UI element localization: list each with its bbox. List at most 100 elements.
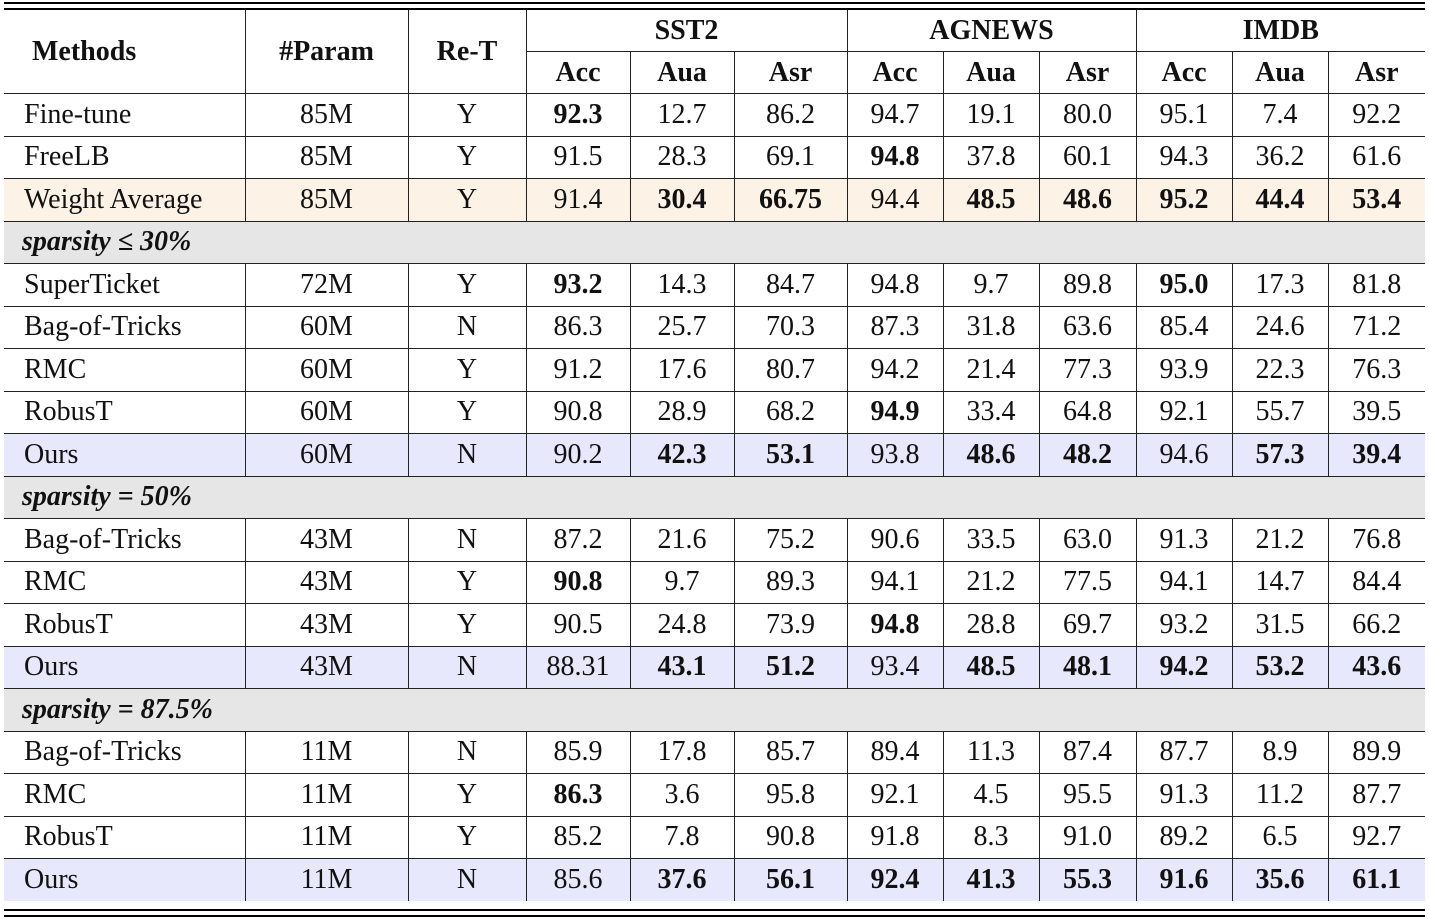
header-ret: Re-T xyxy=(407,10,527,94)
value-cell: 91.6 xyxy=(1135,858,1233,901)
param-cell: 11M xyxy=(244,773,409,817)
value-cell: 48.5 xyxy=(942,645,1040,689)
header-metric: Aua xyxy=(1231,51,1329,94)
value-cell: 9.7 xyxy=(629,560,735,604)
table-row-ours: Ours 60M N 90.2 42.3 53.1 93.8 48.6 48.2… xyxy=(4,433,1426,477)
header-dataset-sst2: SST2 xyxy=(525,10,848,52)
value-cell: 93.2 xyxy=(1135,603,1233,647)
value-cell: 94.6 xyxy=(1135,433,1233,477)
table-row-ours: Ours 43M N 88.31 43.1 51.2 93.4 48.5 48.… xyxy=(4,645,1426,689)
value-cell: 55.7 xyxy=(1231,390,1329,434)
section-label: sparsity ≤ 30% xyxy=(4,220,1426,264)
table-row-ours: Ours 11M N 85.6 37.6 56.1 92.4 41.3 55.3… xyxy=(4,858,1426,901)
value-cell: 94.8 xyxy=(846,135,944,179)
value-cell: 91.5 xyxy=(525,135,631,179)
section-header-row: sparsity = 50% xyxy=(4,475,1426,519)
ret-cell: Y xyxy=(407,178,527,222)
value-cell: 80.0 xyxy=(1038,93,1137,137)
table-row: Bag-of-Tricks 60M N 86.3 25.7 70.3 87.3 … xyxy=(4,305,1426,349)
table-row: RobusT 11M Y 85.2 7.8 90.8 91.8 8.3 91.0… xyxy=(4,815,1426,859)
value-cell: 85.6 xyxy=(525,858,631,901)
value-cell: 53.4 xyxy=(1327,178,1426,222)
value-cell: 9.7 xyxy=(942,263,1040,307)
value-cell: 43.6 xyxy=(1327,645,1426,689)
value-cell: 94.1 xyxy=(1135,560,1233,604)
param-cell: 60M xyxy=(244,433,409,477)
method-cell: Ours xyxy=(4,433,246,477)
value-cell: 70.3 xyxy=(733,305,848,349)
section-label: sparsity = 50% xyxy=(4,475,1426,519)
param-cell: 11M xyxy=(244,815,409,859)
value-cell: 77.5 xyxy=(1038,560,1137,604)
value-cell: 81.8 xyxy=(1327,263,1426,307)
method-cell: Fine-tune xyxy=(4,93,246,137)
method-cell: FreeLB xyxy=(4,135,246,179)
value-cell: 48.6 xyxy=(1038,178,1137,222)
value-cell: 41.3 xyxy=(942,858,1040,901)
value-cell: 92.1 xyxy=(846,773,944,817)
value-cell: 92.2 xyxy=(1327,93,1426,137)
value-cell: 87.7 xyxy=(1327,773,1426,817)
value-cell: 86.3 xyxy=(525,305,631,349)
value-cell: 91.2 xyxy=(525,348,631,392)
value-cell: 92.3 xyxy=(525,93,631,137)
value-cell: 92.1 xyxy=(1135,390,1233,434)
value-cell: 93.4 xyxy=(846,645,944,689)
value-cell: 8.3 xyxy=(942,815,1040,859)
table-row: SuperTicket 72M Y 93.2 14.3 84.7 94.8 9.… xyxy=(4,263,1426,307)
value-cell: 61.6 xyxy=(1327,135,1426,179)
value-cell: 91.3 xyxy=(1135,773,1233,817)
param-cell: 60M xyxy=(244,348,409,392)
value-cell: 48.6 xyxy=(942,433,1040,477)
method-cell: Bag-of-Tricks xyxy=(4,730,246,774)
value-cell: 94.8 xyxy=(846,263,944,307)
value-cell: 91.0 xyxy=(1038,815,1137,859)
param-cell: 60M xyxy=(244,390,409,434)
value-cell: 92.4 xyxy=(846,858,944,901)
value-cell: 94.7 xyxy=(846,93,944,137)
value-cell: 80.7 xyxy=(733,348,848,392)
value-cell: 94.4 xyxy=(846,178,944,222)
value-cell: 86.2 xyxy=(733,93,848,137)
param-cell: 72M xyxy=(244,263,409,307)
value-cell: 33.4 xyxy=(942,390,1040,434)
value-cell: 63.0 xyxy=(1038,518,1137,562)
header-metric: Asr xyxy=(1327,51,1426,94)
value-cell: 57.3 xyxy=(1231,433,1329,477)
value-cell: 90.8 xyxy=(733,815,848,859)
table-row: RobusT 43M Y 90.5 24.8 73.9 94.8 28.8 69… xyxy=(4,603,1426,647)
value-cell: 90.2 xyxy=(525,433,631,477)
value-cell: 51.2 xyxy=(733,645,848,689)
value-cell: 21.4 xyxy=(942,348,1040,392)
value-cell: 89.2 xyxy=(1135,815,1233,859)
header-metric: Aua xyxy=(942,51,1040,94)
value-cell: 95.0 xyxy=(1135,263,1233,307)
value-cell: 87.7 xyxy=(1135,730,1233,774)
value-cell: 89.8 xyxy=(1038,263,1137,307)
section-header-row: sparsity ≤ 30% xyxy=(4,220,1426,264)
value-cell: 94.8 xyxy=(846,603,944,647)
param-cell: 11M xyxy=(244,858,409,901)
bottom-rule xyxy=(4,909,1425,911)
ret-cell: Y xyxy=(407,93,527,137)
value-cell: 55.3 xyxy=(1038,858,1137,901)
ret-cell: Y xyxy=(407,135,527,179)
value-cell: 84.7 xyxy=(733,263,848,307)
value-cell: 95.8 xyxy=(733,773,848,817)
value-cell: 85.2 xyxy=(525,815,631,859)
header-metric: Acc xyxy=(525,51,631,94)
value-cell: 24.8 xyxy=(629,603,735,647)
value-cell: 7.8 xyxy=(629,815,735,859)
value-cell: 89.3 xyxy=(733,560,848,604)
method-cell: RobusT xyxy=(4,815,246,859)
value-cell: 73.9 xyxy=(733,603,848,647)
ret-cell: Y xyxy=(407,560,527,604)
method-cell: Weight Average xyxy=(4,178,246,222)
table-row-highlighted: Weight Average 85M Y 91.4 30.4 66.75 94.… xyxy=(4,178,1426,222)
value-cell: 87.2 xyxy=(525,518,631,562)
value-cell: 28.3 xyxy=(629,135,735,179)
value-cell: 64.8 xyxy=(1038,390,1137,434)
value-cell: 66.2 xyxy=(1327,603,1426,647)
value-cell: 17.6 xyxy=(629,348,735,392)
value-cell: 17.8 xyxy=(629,730,735,774)
